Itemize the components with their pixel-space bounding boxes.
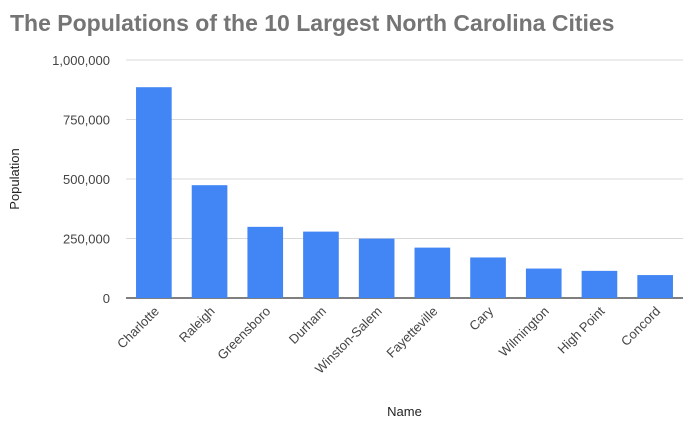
y-axis-title: Population — [7, 148, 22, 209]
bar-fayetteville — [414, 247, 451, 298]
x-tick-label: Fayetteville — [383, 304, 440, 361]
x-tick-label: Wilmington — [496, 304, 552, 360]
bars — [136, 87, 673, 298]
y-tick-label: 750,000 — [63, 113, 110, 128]
x-tick-label: Concord — [618, 304, 663, 349]
bar-winston-salem — [358, 238, 395, 298]
x-axis-title: Name — [387, 404, 422, 419]
x-tick-label: Durham — [286, 304, 329, 347]
x-tick-label: Raleigh — [176, 304, 218, 346]
chart-title: The Populations of the 10 Largest North … — [10, 10, 615, 36]
y-tick-labels: 0 250,000 500,000 750,000 1,000,000 — [52, 53, 110, 306]
x-tick-label: Greensboro — [214, 304, 273, 363]
bar-high-point — [581, 270, 618, 298]
y-tick-label: 250,000 — [63, 232, 110, 247]
x-tick-label: High Point — [555, 303, 608, 356]
y-tick-label: 0 — [103, 291, 110, 306]
bar-cary — [470, 257, 506, 298]
bar-concord — [637, 275, 673, 298]
x-tick-label: Cary — [466, 303, 496, 333]
y-tick-label: 500,000 — [63, 172, 110, 187]
x-tick-label: Charlotte — [114, 304, 162, 352]
bar-greensboro — [247, 226, 284, 298]
bar-durham — [303, 231, 339, 298]
bar-wilmington — [525, 268, 562, 298]
bar-charlotte — [136, 87, 172, 298]
y-tick-label: 1,000,000 — [52, 53, 110, 68]
bar-raleigh — [191, 185, 228, 298]
